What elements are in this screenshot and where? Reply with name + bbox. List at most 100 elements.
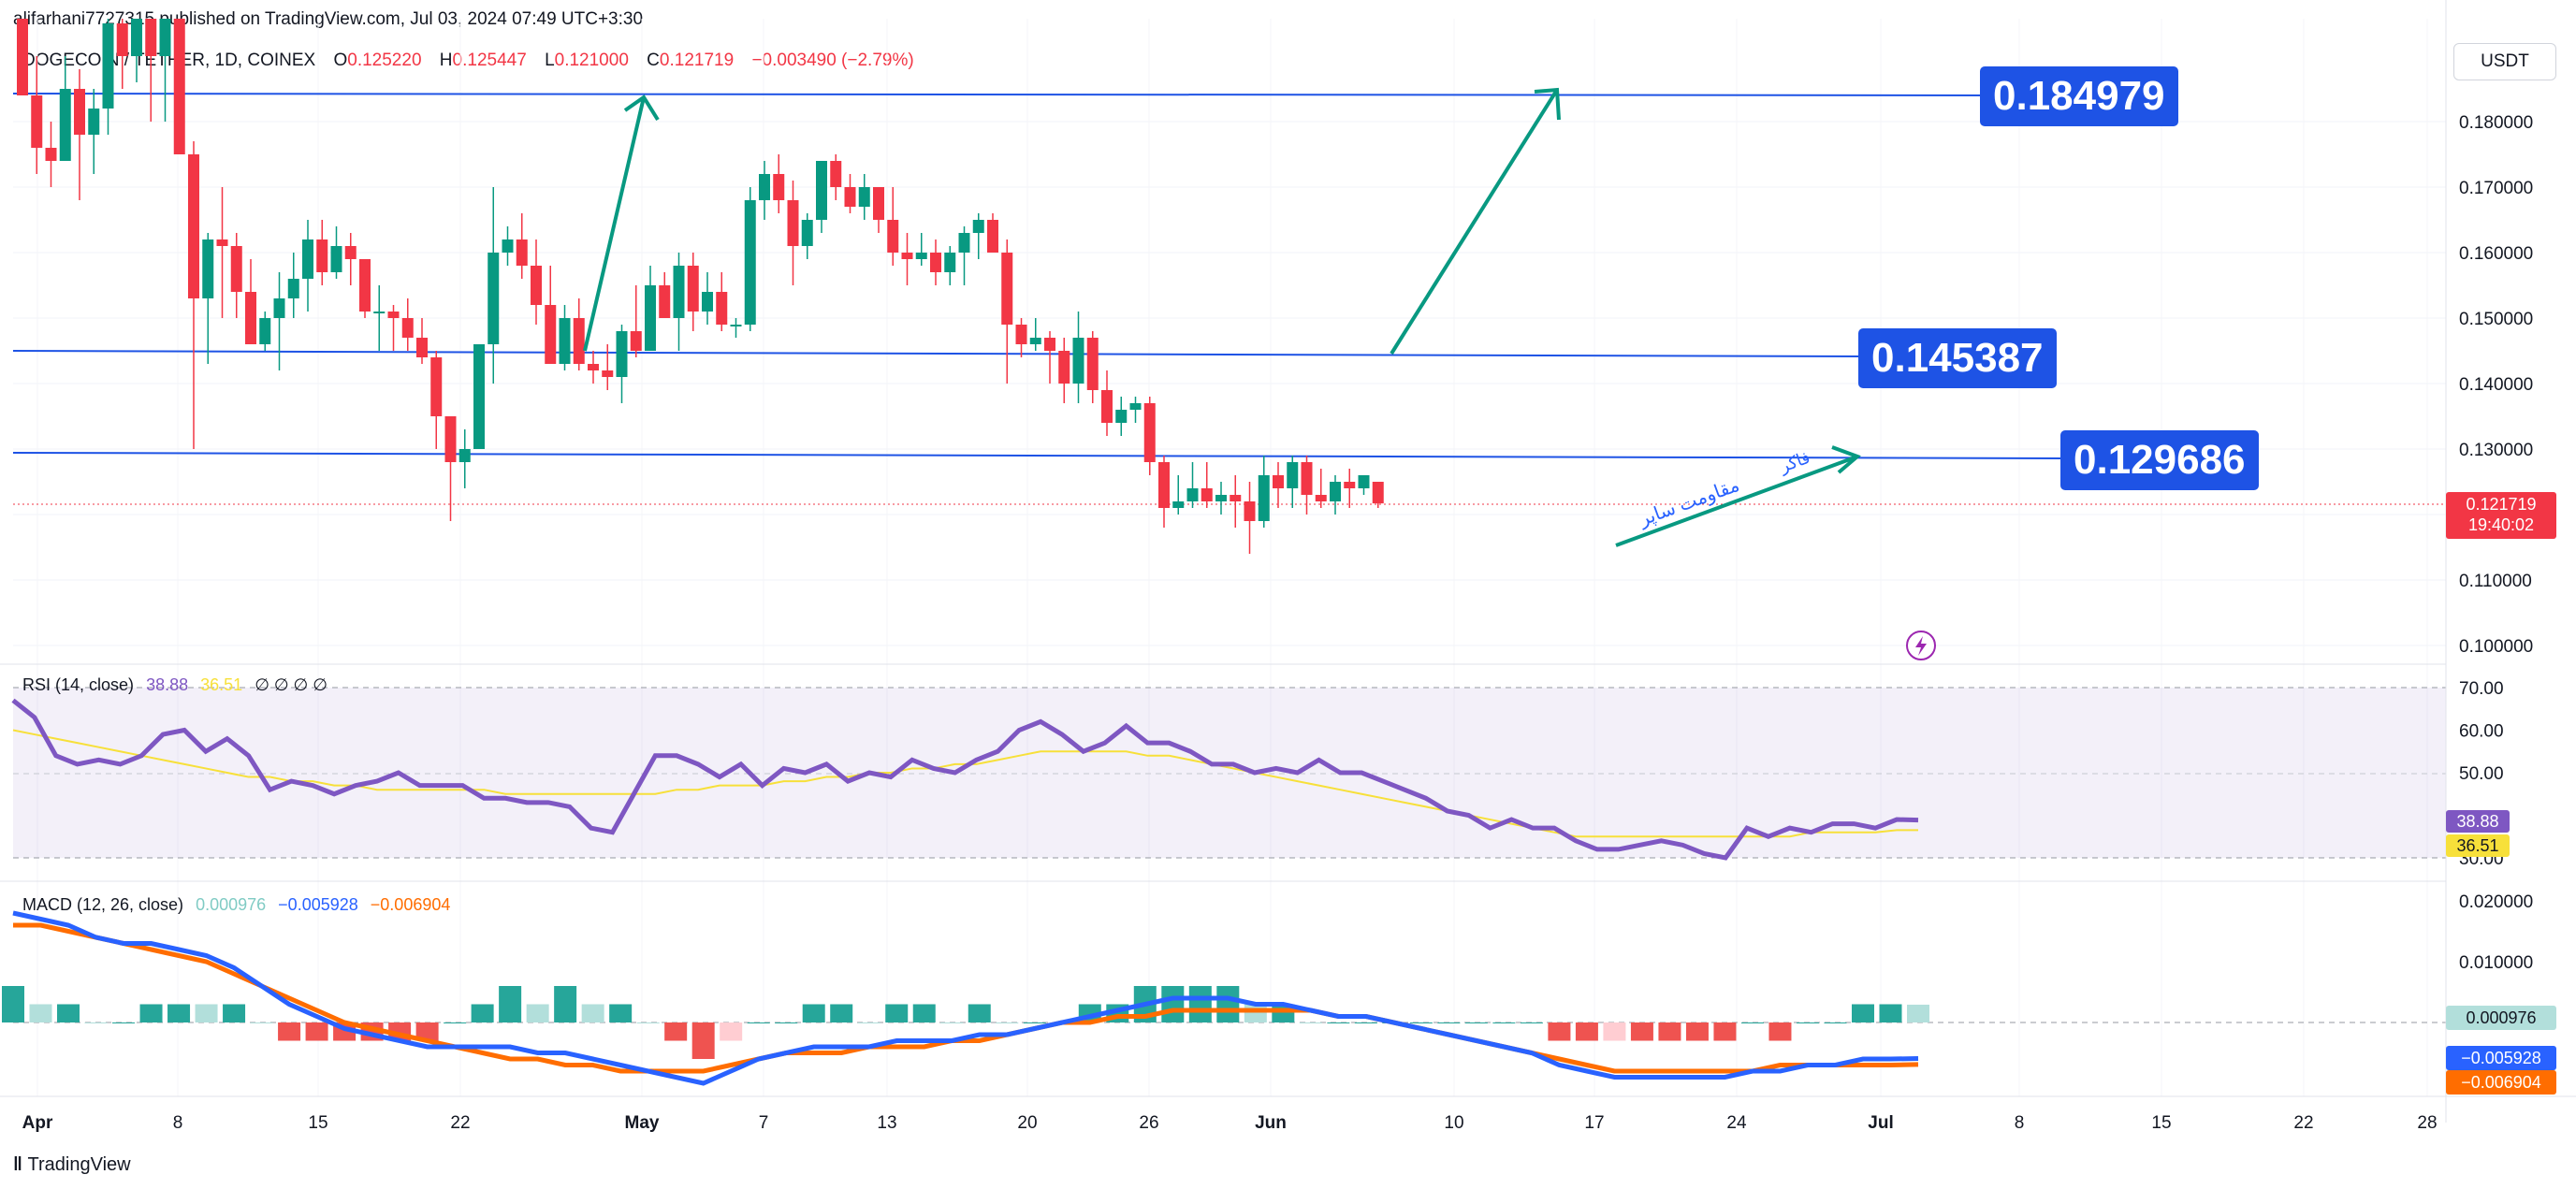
rsi-value-box: 38.88 (2446, 810, 2510, 833)
time-tick-label: 7 (759, 1113, 769, 1133)
candle (230, 233, 242, 318)
level-tag-middle[interactable]: 0.145387 (1858, 328, 2057, 388)
macd-hist-bar (1851, 1004, 1874, 1022)
time-tick-label: 22 (450, 1113, 470, 1133)
time-tick-label: Apr (22, 1113, 53, 1133)
candle-body (45, 148, 57, 161)
candle-body (344, 246, 357, 259)
candle-body (145, 19, 157, 56)
arrow-left-head (623, 94, 660, 122)
candle-body (444, 416, 457, 462)
macd-hist-bar (84, 1022, 108, 1023)
level-line-middle[interactable] (12, 350, 1863, 357)
candle-body (1158, 462, 1170, 508)
candle (1044, 331, 1055, 384)
lightning-icon[interactable] (1906, 631, 1936, 660)
price-tick-label: 0.170000 (2459, 179, 2533, 198)
candle-body (787, 200, 799, 246)
currency-button[interactable]: USDT (2453, 43, 2556, 80)
candle (430, 351, 443, 449)
arrow-right-head (1534, 87, 1561, 121)
price-tick-label: 0.160000 (2459, 244, 2533, 264)
candle (1158, 456, 1170, 528)
macd-hist-bar (1713, 1022, 1737, 1041)
candle (1029, 318, 1041, 351)
macd-value-box: −0.005928 (2446, 1046, 2556, 1070)
candle-body (830, 161, 842, 187)
macd-hist-bar (802, 1004, 825, 1022)
candle-body (673, 266, 685, 318)
candle (31, 56, 43, 174)
low-label: L (545, 51, 555, 70)
macd-axis-ticks: 0.020000 0.010000 (2459, 892, 2533, 973)
macd-hist-bar (1796, 1022, 1819, 1023)
grid-lines (13, 19, 2446, 1096)
candle-body (1230, 495, 1242, 501)
candle (259, 312, 271, 351)
candle-body (116, 23, 128, 56)
candle-body (645, 285, 656, 351)
candle-body (516, 239, 528, 266)
rsi-tick-label: 50.00 (2459, 764, 2504, 784)
tradingview-logo[interactable]: ‖ TradingView (13, 1154, 131, 1176)
level-line-bottom[interactable] (12, 452, 2064, 459)
candle (816, 161, 827, 233)
macd-hist-bar (857, 1022, 880, 1023)
level-tag-bottom[interactable]: 0.129686 (2060, 430, 2259, 490)
candle-body (1015, 325, 1027, 344)
arrow-right-line[interactable] (1390, 88, 1559, 355)
candle (202, 233, 214, 364)
candle-body (1129, 403, 1142, 410)
macd-line (12, 910, 1919, 1086)
macd-hist-bar (1575, 1022, 1598, 1041)
macd-hist-bar (1244, 1004, 1267, 1022)
macd-hist-bar (1548, 1022, 1571, 1041)
open-value: 0.125220 (347, 51, 422, 70)
candle (1344, 469, 1356, 508)
candle-body (630, 331, 642, 351)
price-tick-label: 0.110000 (2459, 572, 2532, 591)
symbol-legend: DOGECOIN / TETHER, 1D, COINEX O0.125220 … (22, 51, 914, 71)
arrow-support-line[interactable] (1615, 455, 1858, 547)
macd-hist-bar (1161, 986, 1185, 1022)
candle (716, 272, 728, 331)
candle (787, 181, 799, 285)
candle (588, 351, 599, 384)
candle-body (1258, 475, 1270, 521)
candle-body (302, 239, 313, 279)
candle (102, 19, 114, 135)
candle-body (901, 253, 913, 259)
macd-hist-bar (747, 1022, 770, 1023)
candle-body (930, 253, 941, 272)
symbol-name[interactable]: DOGECOIN / TETHER, 1D, COINEX (22, 51, 316, 70)
candle (1058, 338, 1070, 403)
level-line-top[interactable] (12, 93, 1994, 96)
macd-hist-bar (996, 1022, 1019, 1023)
candle-body (1330, 482, 1341, 501)
level-tag-top[interactable]: 0.184979 (1980, 66, 2178, 126)
macd-hist-bar (1658, 1022, 1681, 1041)
candle (759, 161, 770, 220)
arrow-left-line[interactable] (583, 96, 646, 352)
rsi-legend-ma: 36.51 (200, 675, 243, 694)
candle (74, 69, 85, 200)
candle (730, 318, 742, 338)
candle (1001, 239, 1013, 384)
rsi-legend[interactable]: RSI (14, close) 38.88 36.51 ∅ ∅ ∅ ∅ (22, 675, 327, 695)
candle-body (958, 233, 970, 253)
candle-body (173, 19, 185, 154)
persian-note-2[interactable]: فاکر (1777, 448, 1813, 477)
macd-hist-bar (2, 986, 24, 1022)
candle-body (759, 174, 770, 200)
candle-body (1101, 390, 1113, 423)
macd-hist-bar (1740, 1022, 1764, 1023)
macd-title: MACD (12, 26, close) (22, 895, 184, 914)
candle (915, 233, 927, 266)
candle (216, 187, 228, 318)
rsi-tick-label: 70.00 (2459, 679, 2504, 699)
candle (630, 285, 642, 357)
price-axis-ticks: 0.180000 0.170000 0.160000 0.150000 0.140000… (2459, 113, 2533, 657)
candle-body (473, 344, 485, 449)
macd-legend[interactable]: MACD (12, 26, close) 0.000976 −0.005928 … (22, 895, 450, 915)
